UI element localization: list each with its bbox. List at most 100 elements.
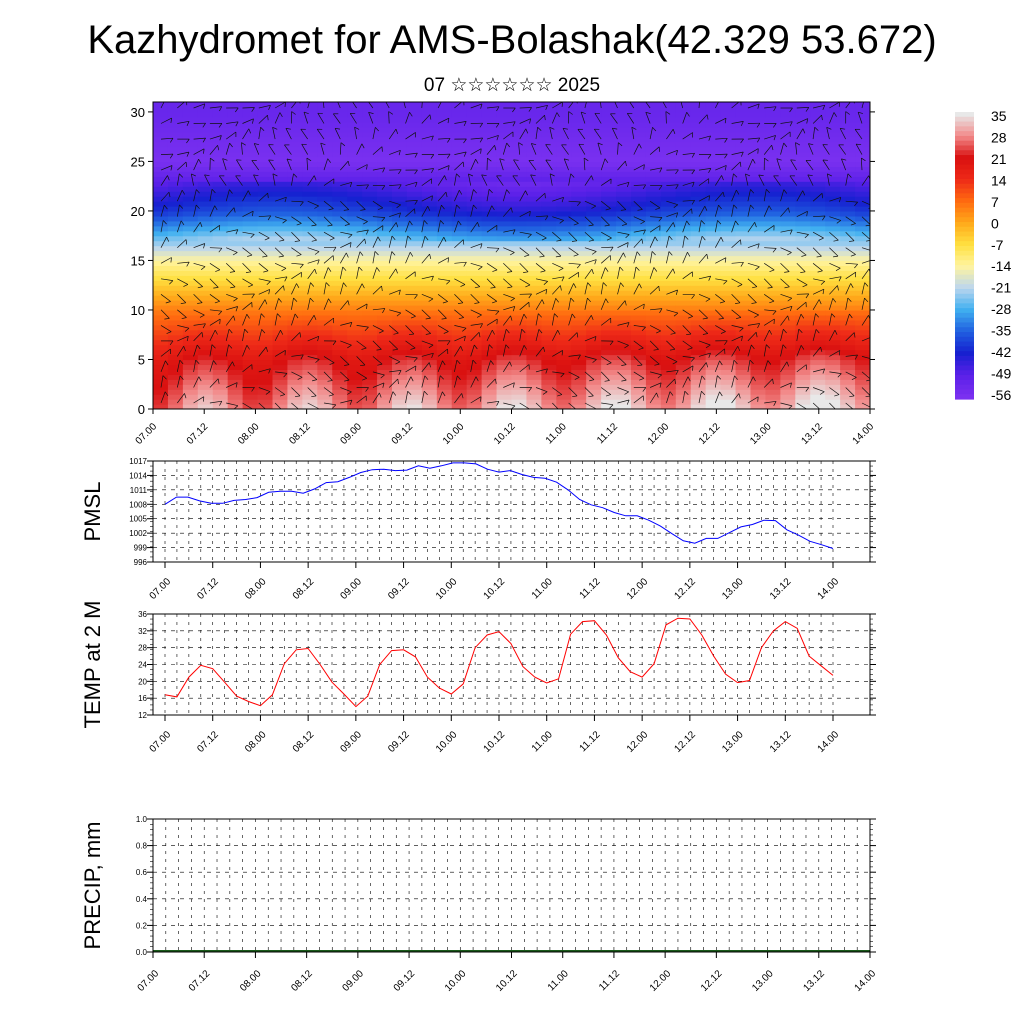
wind-barb-flag	[570, 297, 575, 302]
heatmap-cell	[541, 235, 557, 242]
heatmap-cell	[272, 106, 289, 113]
heatmap-cell	[212, 205, 229, 212]
heatmap-cell	[541, 220, 557, 227]
wind-barb-flag	[557, 330, 561, 335]
heatmap-cell	[182, 245, 199, 252]
heatmap-cell	[212, 379, 229, 385]
heatmap-cell	[765, 290, 781, 296]
heatmap-cell	[571, 191, 587, 197]
wind-barb	[780, 315, 788, 326]
heatmap-cell	[705, 106, 722, 113]
wind-barb-flag	[247, 190, 251, 196]
heatmap-cell	[750, 275, 767, 281]
wind-barb	[682, 271, 693, 280]
wind-barb	[323, 282, 327, 295]
wind-barb	[617, 252, 624, 264]
heatmap-cell	[705, 156, 722, 163]
wind-barb	[552, 262, 564, 269]
heatmap-cell	[347, 290, 363, 296]
wind-barb-flag	[661, 98, 666, 99]
heatmap-cell	[197, 300, 214, 306]
wind-barb	[855, 143, 863, 155]
heatmap-cell	[810, 102, 826, 108]
heatmap-cell	[840, 181, 856, 187]
heatmap-cell	[855, 205, 870, 212]
wind-barb-flag	[525, 128, 529, 134]
heatmap-cell	[765, 111, 781, 118]
wind-barb-flag	[838, 276, 842, 282]
heatmap-cell	[451, 255, 468, 262]
heatmap-cell	[750, 280, 767, 286]
heatmap-cell	[242, 126, 259, 133]
heatmap-cell	[392, 235, 408, 242]
wind-barb-flag	[388, 111, 393, 115]
wind-barb	[486, 309, 500, 312]
wind-barb	[160, 137, 174, 140]
heatmap-cell	[586, 186, 602, 192]
heatmap-cell	[690, 136, 707, 143]
heatmap-cell	[541, 136, 557, 143]
colorbar-segment	[955, 207, 974, 214]
wind-barb-flag	[293, 173, 298, 178]
heatmap-cell	[272, 215, 289, 222]
wind-barb-flag	[701, 375, 706, 380]
heatmap-cell	[347, 141, 363, 148]
heatmap-cell	[795, 186, 811, 192]
wind-barb	[780, 402, 793, 407]
wind-barb	[795, 142, 798, 155]
heatmap-cell	[750, 131, 767, 138]
wind-barb	[666, 149, 678, 155]
heatmap-cell	[212, 364, 229, 370]
heatmap-cell	[167, 300, 184, 306]
heatmap-cell	[631, 334, 647, 341]
heatmap-cell	[272, 191, 289, 197]
heatmap-cell	[705, 280, 722, 286]
heatmap-cell	[631, 240, 647, 247]
heatmap-cell	[153, 334, 169, 341]
wind-barb-flag	[447, 165, 450, 171]
wind-barb-flag	[544, 193, 546, 199]
wind-barb-flag	[854, 263, 858, 269]
heatmap-cell	[197, 121, 214, 128]
wind-barb	[303, 111, 309, 124]
heatmap-cell	[257, 181, 274, 187]
wind-barb	[845, 283, 852, 295]
heatmap-cell	[421, 275, 438, 281]
heatmap-cell	[556, 131, 572, 138]
heatmap-cell	[675, 354, 692, 361]
wind-barb	[763, 329, 770, 342]
heatmap-cell	[735, 191, 752, 197]
heatmap-cell	[377, 329, 393, 336]
wind-barb-flag	[310, 282, 315, 287]
heatmap-cell	[332, 146, 348, 153]
heatmap-cell	[556, 186, 572, 192]
heatmap-cell	[167, 156, 184, 163]
heatmap-cell	[556, 339, 572, 346]
wind-barb	[225, 189, 230, 202]
heatmap-cell	[272, 300, 289, 306]
wind-barb	[698, 135, 711, 140]
heatmap-cell	[481, 354, 498, 361]
heatmap-cell	[690, 141, 707, 148]
colorbar-segment	[955, 365, 974, 371]
heatmap-cell	[332, 102, 348, 108]
heatmap-cell	[302, 131, 318, 138]
heat-ytick-label: 15	[131, 253, 145, 268]
heatmap-cell	[690, 295, 707, 301]
heatmap-cell	[362, 305, 378, 311]
heatmap-cell	[526, 210, 542, 217]
heatmap-cell	[362, 359, 378, 366]
heatmap-cell	[750, 250, 767, 257]
heatmap-cell	[511, 389, 528, 395]
heatmap-cell	[496, 102, 513, 108]
heatmap-cell	[840, 146, 856, 153]
heatmap-cell	[810, 255, 826, 262]
wind-barb-flag	[253, 174, 259, 177]
wind-barb-flag	[311, 395, 317, 398]
heatmap-cell	[690, 255, 707, 262]
heatmap-cell	[406, 141, 423, 148]
heatmap-cell	[825, 300, 841, 306]
wind-barb-flag	[591, 205, 596, 209]
wind-barb	[438, 153, 451, 155]
colorbar-segment	[955, 169, 974, 175]
